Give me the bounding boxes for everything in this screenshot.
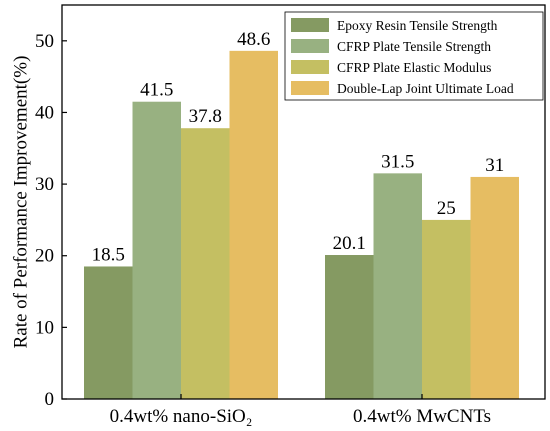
- legend-label: CFRP Plate Tensile Strength: [337, 39, 491, 54]
- data-label: 25: [437, 198, 456, 219]
- y-tick-label: 30: [35, 174, 54, 195]
- x-axis: 0.4wt% nano-SiO₂ 0.4wt% MwCNTs: [110, 394, 491, 427]
- data-label: 48.6: [237, 29, 270, 50]
- y-axis: 0 10 20 30 40 50: [35, 31, 67, 410]
- bars-layer: [84, 50, 519, 400]
- bar: [373, 173, 422, 399]
- data-label: 18.5: [92, 244, 125, 265]
- data-label: 31.5: [381, 151, 414, 172]
- y-tick-label: 40: [35, 102, 54, 123]
- legend: Epoxy Resin Tensile Strength CFRP Plate T…: [284, 11, 544, 101]
- y-tick-label: 0: [45, 389, 55, 410]
- bar: [325, 255, 374, 399]
- data-label: 20.1: [333, 233, 366, 254]
- legend-label: Double-Lap Joint Ultimate Load: [337, 81, 514, 96]
- bar: [229, 50, 278, 400]
- legend-label: Epoxy Resin Tensile Strength: [337, 18, 498, 33]
- bar: [422, 219, 471, 399]
- y-tick-label: 20: [35, 246, 54, 267]
- y-tick-label: 10: [35, 317, 54, 338]
- legend-swatch: [291, 18, 329, 32]
- legend-swatch: [291, 60, 329, 74]
- y-tick-label: 50: [35, 31, 54, 52]
- legend-swatch: [291, 81, 329, 95]
- data-label: 41.5: [140, 80, 173, 101]
- legend-swatch: [291, 39, 329, 53]
- bar: [470, 176, 519, 399]
- data-label: 37.8: [189, 106, 222, 127]
- x-tick-label: 0.4wt% MwCNTs: [353, 406, 491, 427]
- y-axis-title: Rate of Performance Improvement(%): [10, 56, 31, 349]
- legend-label: CFRP Plate Elastic Modulus: [337, 60, 491, 75]
- data-label: 31: [485, 155, 504, 176]
- x-tick-label: 0.4wt% nano-SiO₂: [110, 406, 253, 427]
- bar: [181, 128, 230, 399]
- bar: [132, 101, 181, 399]
- data-labels-layer: 18.5 41.5 37.8 48.6 20.1 31.5 25 31: [92, 29, 505, 266]
- plot-frame: [61, 4, 546, 400]
- bar: [84, 266, 133, 399]
